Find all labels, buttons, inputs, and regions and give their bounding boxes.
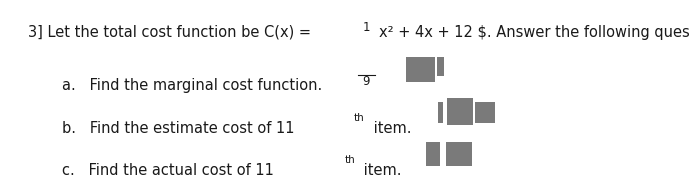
Bar: [406, 57, 435, 82]
Text: th: th: [354, 113, 365, 123]
Text: th: th: [344, 155, 355, 165]
Bar: [446, 142, 472, 166]
Text: a.   Find the marginal cost function.: a. Find the marginal cost function.: [62, 78, 322, 93]
Text: 3] Let the total cost function be C(x) =: 3] Let the total cost function be C(x) =: [28, 24, 315, 40]
Bar: [447, 98, 473, 125]
Text: item.: item.: [369, 121, 412, 136]
Text: item.: item.: [359, 163, 402, 178]
Bar: [437, 57, 444, 76]
Bar: [438, 102, 443, 123]
Text: c.   Find the actual cost of 11: c. Find the actual cost of 11: [62, 163, 274, 178]
Text: b.   Find the estimate cost of 11: b. Find the estimate cost of 11: [62, 121, 295, 136]
Bar: [426, 142, 440, 166]
Text: 1: 1: [363, 21, 370, 34]
Bar: [475, 102, 495, 123]
Text: x² + 4x + 12 $. Answer the following questions.: x² + 4x + 12 $. Answer the following que…: [379, 24, 690, 40]
Text: 9: 9: [363, 75, 370, 88]
